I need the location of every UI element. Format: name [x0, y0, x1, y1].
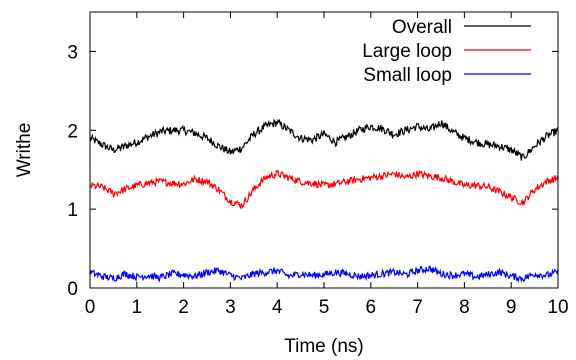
- x-tick-label: 4: [272, 297, 283, 318]
- series-line-small-loop: [89, 265, 559, 283]
- x-tick-label: 5: [319, 297, 330, 318]
- legend: Overall Large loop Small loop: [362, 17, 531, 86]
- y-tick-label: 2: [67, 121, 78, 142]
- x-tick-label: 10: [547, 297, 568, 318]
- y-axis-title: Writhe: [14, 123, 35, 178]
- series-layer: [89, 118, 559, 283]
- y-tick-label: 3: [67, 42, 78, 63]
- series-line-overall: [89, 118, 559, 161]
- x-tick-label: 1: [132, 297, 143, 318]
- y-tick-label: 1: [67, 200, 78, 221]
- legend-label: Large loop: [362, 41, 452, 62]
- x-tick-label: 6: [366, 297, 377, 318]
- x-tick-label: 0: [85, 297, 96, 318]
- legend-label: Small loop: [363, 65, 452, 86]
- x-tick-label: 2: [178, 297, 189, 318]
- x-tick-label: 3: [225, 297, 236, 318]
- tick-layer: 0 1 2 3 4 5 6 7 8 9 10 0 1 2 3: [67, 12, 569, 318]
- series-line-large-loop: [89, 169, 559, 210]
- legend-label: Overall: [392, 17, 452, 38]
- x-axis-title: Time (ns): [284, 336, 364, 357]
- y-tick-label: 0: [67, 279, 78, 300]
- x-tick-label: 8: [459, 297, 470, 318]
- x-tick-label: 9: [506, 297, 517, 318]
- x-tick-label: 7: [412, 297, 423, 318]
- plot-frame: [89, 11, 559, 289]
